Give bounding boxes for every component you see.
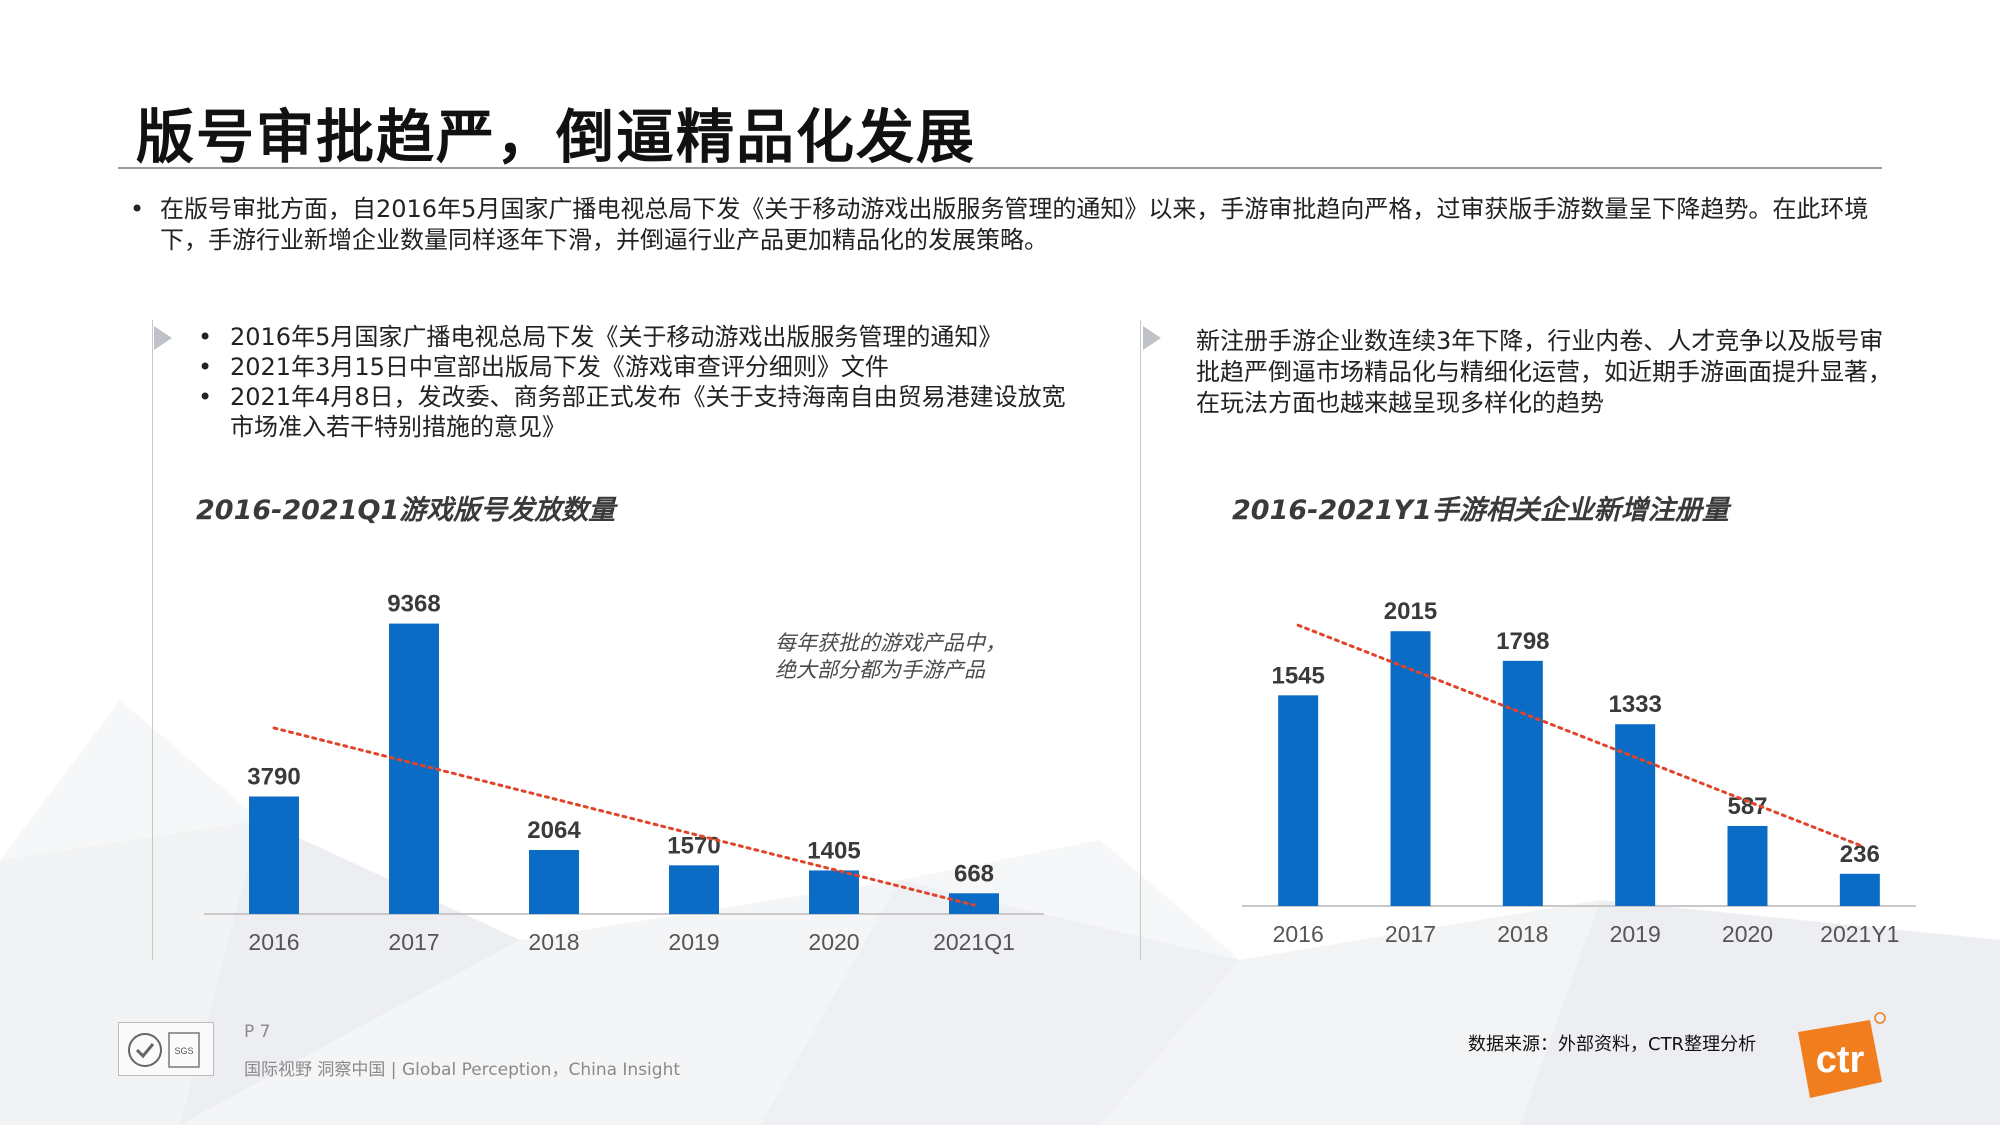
left-panel-arrow-icon xyxy=(154,326,172,350)
data-label: 2015 xyxy=(1384,598,1437,625)
category-label: 2018 xyxy=(1497,921,1548,947)
data-label: 3790 xyxy=(247,764,300,791)
category-label: 2021Y1 xyxy=(1820,921,1899,947)
category-label: 2019 xyxy=(668,929,719,955)
policy-item: • 2021年4月8日，发改委、商务部正式发布《关于支持海南自由贸易港建设放宽市场… xyxy=(198,383,1066,441)
ctr-logo: ctr xyxy=(1798,1012,1886,1098)
data-label: 1570 xyxy=(667,832,720,859)
bar xyxy=(1502,660,1543,906)
intro-paragraph: • 在版号审批方面，自2016年5月国家广播电视总局下发《关于移动游戏出版服务管… xyxy=(130,194,1890,256)
intro-text: 在版号审批方面，自2016年5月国家广播电视总局下发《关于移动游戏出版服务管理的… xyxy=(160,195,1869,254)
policy-list: • 2016年5月国家广播电视总局下发《关于移动游戏出版服务管理的通知》 • 202… xyxy=(196,322,1066,442)
bar xyxy=(1278,695,1319,906)
policy-item: • 2021年3月15日中宣部出版局下发《游戏审查评分细则》文件 xyxy=(198,353,889,381)
category-label: 2016 xyxy=(1273,921,1324,947)
bar xyxy=(1615,724,1656,906)
bar xyxy=(1727,825,1768,906)
left-panel-divider xyxy=(152,320,153,960)
data-label: 1333 xyxy=(1608,691,1661,718)
bar xyxy=(809,870,859,914)
bar xyxy=(529,850,579,914)
cert-label: SGS xyxy=(174,1046,193,1056)
data-label: 668 xyxy=(954,860,994,887)
title-divider xyxy=(118,167,1882,169)
category-label: 2017 xyxy=(388,929,439,955)
category-label: 2017 xyxy=(1385,921,1436,947)
data-label: 1798 xyxy=(1496,628,1549,655)
left-chart-title: 2016-2021Q1游戏版号发放数量 xyxy=(196,495,616,526)
bar xyxy=(1839,873,1880,906)
bar xyxy=(1390,631,1431,906)
certification-logo: SGS xyxy=(118,1022,214,1076)
data-label: 2064 xyxy=(527,817,581,844)
category-label: 2019 xyxy=(1610,921,1661,947)
intro-bullet: • xyxy=(130,195,145,223)
page-number: P 7 xyxy=(244,1022,271,1042)
ctr-logo-text: ctr xyxy=(1816,1039,1865,1081)
bar xyxy=(249,796,299,914)
trend-line xyxy=(1296,623,1862,847)
policy-item: • 2016年5月国家广播电视总局下发《关于移动游戏出版服务管理的通知》 xyxy=(198,323,1003,351)
data-label: 1405 xyxy=(807,837,860,864)
footer-slogan: 国际视野 洞察中国 | Global Perception，China Insi… xyxy=(244,1060,681,1080)
chart-annotation: 每年获批的游戏产品中，绝大部分都为手游产品 xyxy=(775,631,1006,682)
data-source: 数据来源：外部资料，CTR整理分析 xyxy=(1468,1034,1757,1055)
category-label: 2020 xyxy=(808,929,859,955)
right-chart-title: 2016-2021Y1手游相关企业新增注册量 xyxy=(1232,495,1729,526)
right-panel-divider xyxy=(1140,320,1141,960)
bar xyxy=(669,865,719,914)
category-label: 2018 xyxy=(528,929,579,955)
data-label: 1545 xyxy=(1271,662,1324,689)
right-panel-arrow-icon xyxy=(1143,326,1161,350)
category-label: 2020 xyxy=(1722,921,1773,947)
data-label: 9368 xyxy=(387,591,440,618)
trend-line xyxy=(272,726,976,907)
category-label: 2016 xyxy=(248,929,299,955)
category-label: 2021Q1 xyxy=(933,929,1015,955)
right-panel-note: 新注册手游企业数连续3年下降，行业内卷、人才竞争以及版号审批趋严倒逼市场精品化与… xyxy=(1196,327,1892,417)
page-title: 版号审批趋严，倒逼精品化发展 xyxy=(136,103,977,171)
